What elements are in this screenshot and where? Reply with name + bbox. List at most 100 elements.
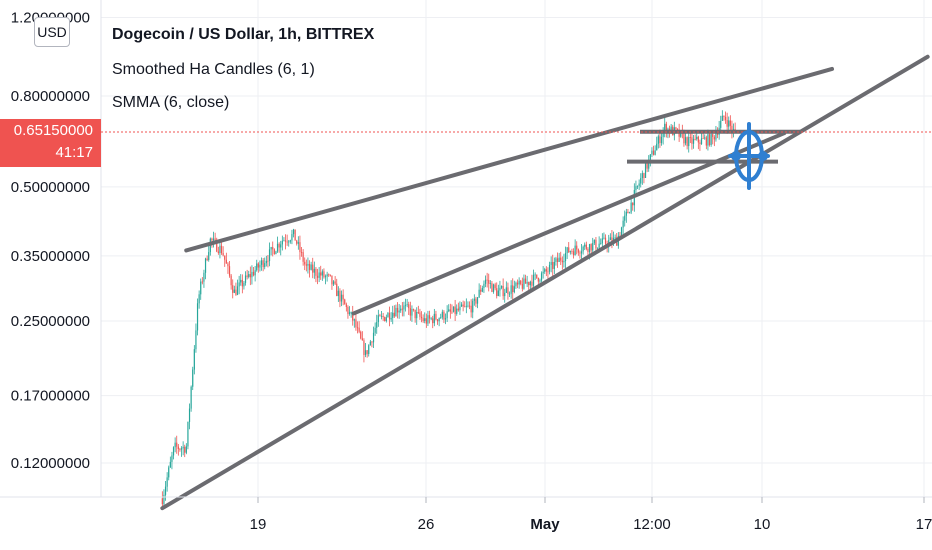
candle-body [691, 137, 693, 144]
candle-body [345, 304, 347, 307]
candle-body [174, 442, 176, 448]
candle-body [300, 252, 303, 253]
candle-body [208, 252, 210, 260]
trendline-drawings[interactable] [160, 54, 930, 511]
candle-body [470, 305, 472, 313]
candle-body [657, 136, 659, 144]
candle-body [164, 486, 167, 495]
candle-body [462, 304, 464, 307]
candle-body [702, 138, 704, 140]
candle-body [336, 283, 338, 297]
candle-body [683, 133, 685, 144]
candle-body [233, 289, 235, 293]
candle-body [696, 136, 698, 140]
candle-body [412, 308, 415, 310]
candle-body [200, 281, 202, 295]
y-tick-label: 0.25000000 [11, 313, 90, 330]
candle-body [220, 245, 223, 254]
candle-body [449, 309, 451, 312]
candle-body [241, 279, 243, 287]
candle-body [513, 286, 515, 293]
candle-body [358, 327, 360, 332]
candle-body [545, 269, 547, 272]
candle-body [593, 239, 595, 244]
candle-body [569, 251, 571, 253]
candle-body [166, 477, 168, 487]
x-axis: 19 26 May 12:00 10 17 [250, 497, 932, 533]
candle-body [646, 163, 648, 169]
candle-body [177, 446, 179, 450]
candle-body [592, 243, 594, 251]
x-tick-label: 12:00 [633, 516, 671, 533]
candle-body [697, 136, 699, 143]
candle-body [715, 133, 717, 140]
candle-body [576, 245, 578, 250]
indicator-smoothed-ha[interactable]: Smoothed Ha Candles (6, 1) [112, 61, 315, 78]
candle-body [388, 312, 391, 320]
candle-body [603, 237, 605, 239]
candle-body [716, 133, 719, 135]
candle-body [476, 297, 479, 304]
candle-body [692, 138, 695, 144]
candle-body [451, 311, 453, 313]
bar-countdown: 41:17 [55, 144, 93, 161]
candle-body [542, 271, 544, 274]
candle-body [532, 274, 535, 286]
candle-body [656, 143, 658, 151]
candle-body [353, 319, 355, 321]
candle-body [643, 173, 645, 178]
candle-body [369, 341, 371, 346]
candle-body [694, 138, 696, 140]
candle-body [428, 315, 431, 319]
indicator-smma[interactable]: SMMA (6, close) [112, 94, 229, 111]
candle-body [304, 261, 306, 265]
candle-body [518, 280, 520, 285]
candle-body [640, 178, 642, 184]
candle-body [254, 270, 256, 276]
candle-body [406, 304, 408, 306]
candle-body [211, 238, 213, 241]
candle-body [614, 237, 616, 239]
candle-body [390, 317, 392, 320]
candle-body [700, 138, 703, 145]
candle-body [396, 307, 399, 313]
candle-body [638, 183, 640, 186]
candle-body [504, 292, 506, 297]
candle-body [531, 281, 533, 286]
currency-button[interactable]: USD [34, 17, 70, 47]
candle-body [286, 241, 288, 243]
candle-body [198, 294, 200, 304]
candle-body [283, 240, 285, 242]
candle-body [371, 341, 373, 343]
candle-body [440, 317, 442, 319]
candle-body [296, 240, 298, 244]
candle-body [651, 150, 653, 155]
x-tick-label: 26 [418, 516, 435, 533]
candle-body [192, 369, 194, 387]
candle-body [291, 234, 293, 241]
candle-body [728, 120, 730, 127]
candle-body [459, 306, 461, 311]
candle-body [382, 315, 384, 318]
candle-body [299, 242, 301, 253]
candle-body [710, 134, 712, 146]
target-marker-icon[interactable] [728, 122, 770, 190]
candle-body [272, 247, 274, 250]
candle-body [604, 237, 607, 244]
candle-body [699, 142, 701, 145]
candle-body [480, 289, 482, 292]
candle-body [305, 264, 307, 266]
candle-body [624, 215, 626, 221]
candle-body [492, 284, 495, 292]
candle-body [497, 290, 499, 297]
candle-body [228, 266, 231, 276]
candle-body [457, 308, 459, 311]
candle-body [686, 137, 688, 147]
candle-body [384, 317, 386, 322]
candle-body [648, 159, 650, 169]
candle-body [310, 264, 312, 270]
candle-body [374, 327, 376, 333]
candle-body [588, 244, 591, 253]
marker-handle [758, 151, 768, 161]
